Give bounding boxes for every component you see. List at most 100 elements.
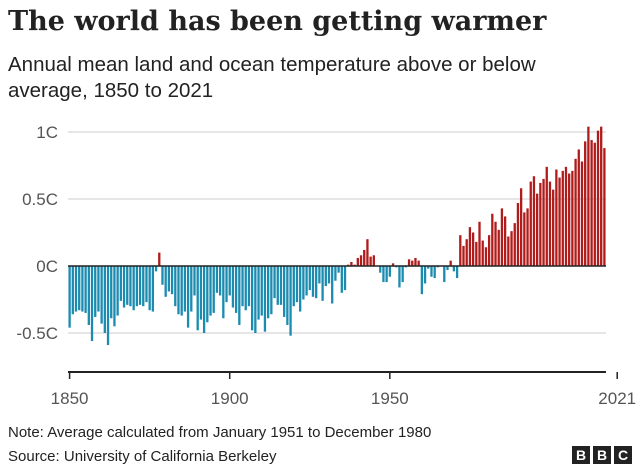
bar — [340, 266, 343, 293]
chart-note: Note: Average calculated from January 19… — [8, 424, 432, 441]
bar — [529, 181, 532, 266]
bar — [545, 166, 548, 266]
bar — [398, 266, 401, 288]
bar — [321, 266, 324, 301]
bar — [161, 266, 164, 285]
bar — [411, 260, 414, 266]
bar — [356, 257, 359, 266]
bar — [250, 266, 254, 331]
bar — [122, 266, 126, 308]
y-tick-label: 0C — [36, 257, 58, 276]
gridlines — [68, 131, 606, 334]
bar — [183, 266, 187, 312]
bar — [513, 223, 516, 266]
bar — [491, 213, 494, 266]
bar — [462, 245, 465, 266]
bbc-logo-letter: C — [614, 446, 632, 464]
bar — [158, 252, 161, 266]
bar — [574, 158, 577, 266]
bar — [379, 266, 382, 273]
bar — [497, 229, 500, 266]
bar — [327, 266, 331, 284]
bar — [391, 263, 395, 266]
bar — [273, 266, 276, 299]
bar — [196, 266, 199, 331]
bar — [343, 266, 347, 291]
bar — [532, 176, 536, 266]
bar — [209, 266, 212, 316]
bar — [154, 266, 158, 272]
bar — [385, 266, 388, 283]
chart-source: Source: University of California Berkele… — [8, 448, 277, 465]
bar — [126, 266, 129, 305]
bar — [510, 231, 513, 266]
bar — [254, 266, 257, 333]
bar — [90, 266, 94, 342]
bar — [270, 266, 273, 315]
bar — [225, 266, 228, 303]
bar — [449, 260, 452, 266]
bar — [459, 235, 462, 266]
bar — [267, 266, 270, 319]
bar — [199, 266, 203, 320]
bar — [292, 266, 295, 307]
bar — [478, 221, 481, 266]
x-tick-label: 2021 — [598, 389, 636, 408]
bar — [366, 239, 369, 266]
bar — [603, 148, 606, 266]
bar — [372, 255, 375, 266]
bar — [132, 266, 135, 311]
bar — [113, 266, 116, 327]
bar — [71, 266, 74, 315]
x-tick-label: 1850 — [51, 389, 89, 408]
bar — [382, 266, 385, 283]
x-tick-label: 1950 — [371, 389, 409, 408]
bar — [68, 266, 71, 328]
bar — [87, 266, 90, 325]
bar — [507, 236, 510, 266]
y-axis-ticks: 1C 0.5C 0C -0.5C — [16, 123, 58, 343]
bar — [523, 212, 526, 266]
x-axis-ticks: 1850 1900 1950 2021 — [51, 372, 636, 408]
bbc-logo: B B C — [572, 446, 632, 464]
bar — [420, 266, 424, 295]
bar — [423, 266, 427, 284]
bar — [100, 266, 103, 324]
bar — [331, 266, 334, 304]
bar — [363, 249, 366, 266]
bar — [600, 126, 603, 266]
y-tick-label: 0.5C — [22, 190, 58, 209]
bar — [311, 266, 315, 297]
bbc-logo-letter: B — [572, 446, 590, 464]
bar — [289, 266, 292, 336]
bar — [430, 266, 433, 277]
bar — [587, 126, 590, 266]
bar — [186, 266, 190, 328]
bar — [417, 260, 420, 266]
bar — [452, 266, 456, 272]
bar — [324, 266, 327, 287]
bar — [231, 266, 235, 308]
bar — [241, 266, 244, 307]
bar — [263, 266, 267, 332]
y-tick-label: -0.5C — [16, 324, 58, 343]
bar — [369, 256, 372, 266]
bar — [564, 166, 568, 266]
bar — [228, 266, 231, 296]
bar — [584, 141, 587, 266]
bar — [283, 266, 286, 317]
bar — [555, 169, 558, 266]
bar — [299, 266, 302, 312]
bar — [84, 266, 87, 313]
bar — [302, 266, 305, 300]
bar — [305, 266, 308, 296]
bar — [145, 266, 148, 303]
bar — [148, 266, 151, 311]
bar — [471, 232, 475, 266]
bar — [577, 149, 580, 266]
bar — [539, 182, 542, 266]
bar — [414, 257, 417, 266]
bar — [548, 181, 552, 266]
bar — [433, 266, 436, 279]
chart-subtitle: Annual mean land and ocean temperature a… — [8, 53, 536, 102]
